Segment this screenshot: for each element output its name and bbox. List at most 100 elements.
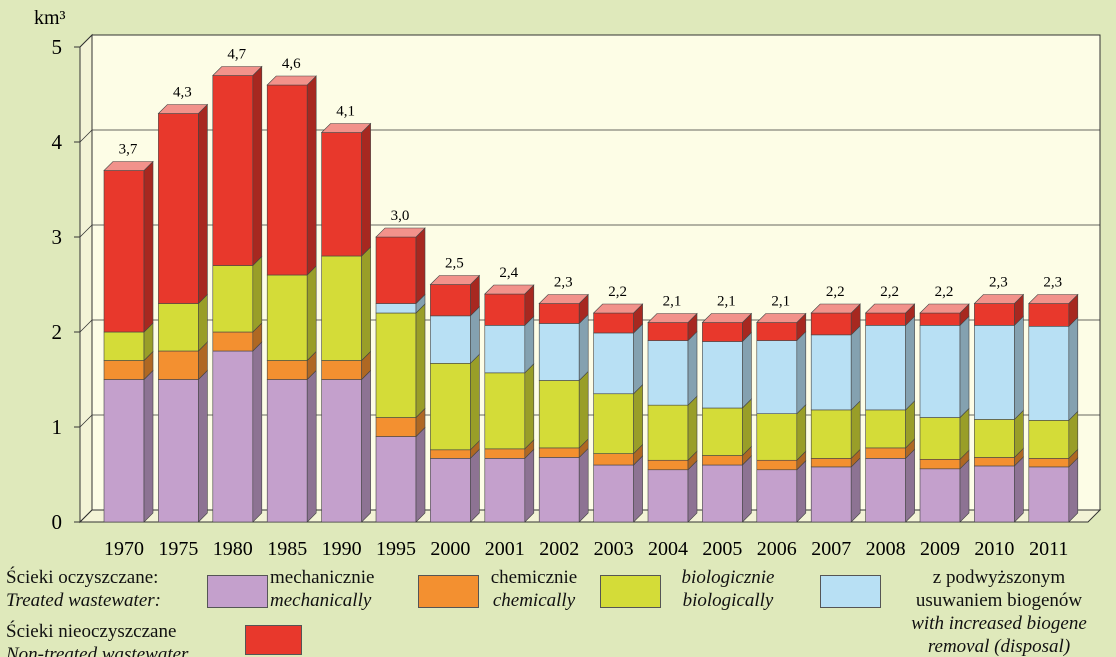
bar-side [850,457,861,523]
bar-front [158,113,199,304]
bar-top [864,303,916,314]
bar-front [702,407,743,456]
bar-side [633,323,643,395]
bar-segment [538,293,589,325]
bar-top [266,75,317,86]
legend-entry: biologicznie biologically [668,566,788,612]
bar-front [919,468,961,523]
bar-side [959,315,970,419]
x-tick-label: 2009 [920,538,960,560]
bar-front [158,303,199,352]
bar-side [470,448,480,523]
bar-segment [647,330,698,406]
bar-side [306,265,317,362]
bar-segment [538,447,589,523]
grid-line [79,319,93,333]
legend-entry: mechanicznie mechanically [270,566,400,612]
bar-side [1014,456,1024,523]
bar-segment [702,455,752,523]
bar-side [306,369,317,523]
legend-text: biologically [682,590,774,611]
legend-text: mechanically [270,590,372,611]
bar-segment [103,350,154,381]
bar-side [1068,457,1079,523]
x-tick-label: 2003 [594,538,634,560]
x-tick-label: 1975 [158,538,198,560]
bar-segment [484,315,535,374]
bar-front [103,379,145,523]
data-label: 2,2 [608,284,627,300]
bar-front [865,312,906,326]
bar-side [143,369,154,523]
bar-segment [212,255,263,333]
bar-segment [212,65,263,267]
bar-side [361,246,371,362]
bar-side [742,331,752,409]
bar-top [919,303,970,314]
bar-front [919,312,961,326]
bar-side [415,426,426,523]
bar-front [1028,420,1070,459]
legend-entry: Ścieki nieoczyszczane Non-treated wastewa… [6,620,236,657]
bar-front [212,75,254,266]
y-tick-label: 4 [52,130,63,154]
bar-segment [865,315,915,411]
bar-segment [702,331,752,409]
legend-text: chemicznie [490,567,578,588]
bar-front [974,457,1015,467]
bar-front [702,322,743,342]
bar-segment [212,341,263,523]
bar-segment [430,448,480,523]
bar-segment [375,227,426,305]
bar-side [633,455,643,523]
bar-segment [647,395,698,461]
bar-segment [702,312,752,343]
bar-side [850,400,861,460]
bar-segment [321,122,371,257]
bar-segment [865,448,915,523]
legend-swatch [600,575,661,608]
bar-side [796,460,807,523]
bar-front [321,360,362,380]
bar-segment [810,325,861,411]
bar-segment [484,448,535,523]
bar-front [484,448,526,459]
bar-front [484,293,526,326]
bar-front [430,284,471,317]
data-label: 2,2 [880,284,899,300]
bar-side [524,315,535,374]
data-label: 2,1 [717,294,736,310]
bar-segment [321,246,371,362]
bar-front [702,455,743,466]
bar-segment [103,322,154,362]
bar-front [974,419,1015,458]
bar-front [756,340,798,414]
bar-front [865,447,906,459]
bar-segment [430,274,480,317]
bar-side [578,370,589,449]
legend-text: Ścieki nieoczyszczane [6,621,177,642]
bar-side [959,459,970,523]
bar-front [702,464,743,523]
data-label: 2,3 [554,275,573,291]
x-tick-label: 1990 [322,538,362,560]
bar-front [484,325,526,374]
bar-top [756,313,807,323]
bar-front [103,360,145,380]
bar-side [252,255,263,333]
bar-top [320,123,372,133]
bar-front [1028,458,1070,468]
bar-front [919,325,961,418]
bar-side [361,122,371,257]
x-tick-label: 2006 [757,538,797,560]
grid-line [79,224,93,238]
y-tick-label: 0 [52,510,63,534]
bar-segment [321,369,371,523]
bar-front [375,303,417,314]
bar-side [578,447,589,523]
bar-segment [974,456,1024,523]
y-axis-label: km³ [34,7,66,29]
bar-front [266,84,308,276]
bar-side [905,315,915,411]
